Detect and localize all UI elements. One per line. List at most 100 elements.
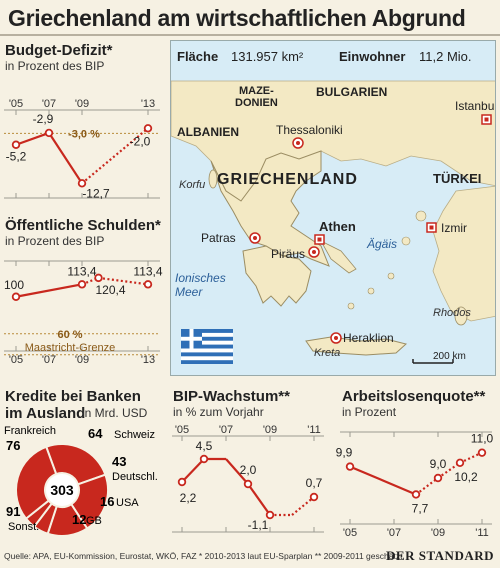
x-tick-label: '07 (387, 527, 401, 539)
data-point (77, 280, 87, 289)
data-label: -12,7 (82, 186, 110, 200)
arbeitslos-subtitle: in Prozent (342, 405, 397, 419)
brand-logo: DER STANDARD (386, 548, 494, 563)
data-point (411, 490, 421, 499)
area-label: Fläche (177, 49, 219, 64)
label-tuerkei: TÜRKEI (433, 171, 482, 186)
x-tick-label: '09 (263, 424, 277, 436)
label-albanien: ALBANIEN (177, 125, 239, 139)
series-segment (15, 283, 83, 298)
donut-hole (46, 474, 78, 506)
slice-value-label: 12 (72, 512, 86, 527)
x-tick-label: '07 (219, 424, 233, 436)
data-label: 0,7 (306, 476, 323, 490)
label-kreta: Kreta (314, 347, 341, 359)
data-point (44, 128, 54, 138)
schulden-chart: '05 '07 '09 '13 60 %Maastricht-Grenze 100 113,… (4, 260, 163, 366)
data-label: -2,0 (130, 134, 151, 148)
series-segment (181, 458, 205, 483)
data-label: -2,9 (33, 112, 54, 126)
data-label: 113,4 (67, 264, 96, 278)
slice-value-label: 43 (112, 454, 126, 469)
data-point (477, 448, 487, 457)
arbeitslos-title: Arbeitslosenquote** (342, 388, 486, 405)
schulden-subtitle: in Prozent des BIP (5, 234, 105, 248)
slice-name-label: USA (116, 497, 139, 509)
slice-value-label: 76 (6, 438, 20, 453)
schulden-title: Öffentliche Schulden* (5, 217, 161, 234)
label-ionisches-meer: Ionisches Meer (175, 271, 226, 299)
series-segment (48, 132, 83, 184)
data-point (177, 477, 187, 487)
series-segment (225, 458, 249, 485)
data-point (433, 473, 443, 483)
data-point (77, 179, 87, 188)
source-footer: Quelle: APA, EU-Kommission, Eurostat, WK… (4, 551, 403, 561)
budget-chart: '05 '07 '09 '13 -3,0 % -5,2 -2,9 -12,7 -2,0 (4, 98, 160, 200)
corfu (208, 169, 218, 189)
slice-name-label: GB (86, 515, 102, 527)
reference-label: 60 % (57, 329, 82, 341)
budget-subtitle: in Prozent des BIP (5, 59, 105, 73)
label-korfu: Korfu (179, 179, 206, 191)
pie-slice (44, 443, 107, 486)
budget-title: Budget-Defizit* (5, 42, 113, 59)
series-segment (415, 477, 439, 496)
data-label: 4,5 (196, 439, 213, 453)
data-point (143, 124, 153, 133)
label-griechenland: GRIECHENLAND (217, 171, 358, 188)
series-segment (81, 127, 149, 185)
data-label: 9,0 (430, 457, 447, 471)
data-label: -5,2 (6, 150, 27, 164)
turkey-land (432, 185, 495, 322)
label-bulgarien: BULGARIEN (316, 85, 388, 99)
series-segment (247, 483, 271, 516)
map-drawing (171, 80, 495, 364)
x-tick-label: '11 (475, 527, 489, 539)
x-tick-label: '07 (42, 354, 56, 366)
data-point (345, 462, 355, 471)
slice-name-label: Schweiz (114, 429, 155, 441)
slice-name-label: Deutschl. (112, 471, 158, 483)
data-label: 2,2 (180, 491, 197, 505)
slice-name-label: Sonst. (8, 521, 39, 533)
label-istanbul: Istanbul (455, 99, 496, 113)
label-izmir: Izmir (441, 221, 467, 235)
data-point (94, 273, 103, 283)
x-tick-label: '05 (9, 354, 23, 366)
label-rhodos: Rhodos (433, 307, 471, 319)
pop-label: Einwohner (339, 49, 406, 64)
label-thessaloniki: Thessaloniki (276, 123, 343, 137)
data-label: 113,4 (133, 264, 162, 278)
data-point (11, 292, 21, 301)
bip-title: BIP-Wachstum** (173, 388, 290, 405)
euboea (320, 240, 357, 274)
data-label: -1,1 (248, 518, 269, 532)
pie-slice (15, 445, 58, 521)
greek-flag-icon (181, 329, 233, 364)
slice-value-label: 16 (100, 494, 114, 509)
arbeitslos-chart: '05 '07 '09 '11 9,9 7,7 9,0 10,2 11,0 (336, 431, 494, 539)
data-point (199, 454, 209, 464)
data-label: 9,9 (336, 446, 353, 460)
x-tick-label: '09 (431, 527, 445, 539)
data-label: 120,4 (95, 283, 125, 297)
data-point (243, 479, 253, 489)
series-segment (291, 496, 315, 516)
x-tick-label: '09 (75, 354, 89, 366)
data-point (265, 510, 275, 520)
x-tick-label: '07 (42, 98, 56, 110)
data-label: 2,0 (240, 463, 257, 477)
reference-label: -3,0 % (68, 128, 100, 140)
reference-name: Maastricht-Grenze (25, 342, 115, 354)
series-segment (98, 276, 149, 286)
label-heraklion: Heraklion (343, 331, 394, 345)
label-scale: 200 km (433, 351, 466, 362)
rhodes (454, 306, 468, 326)
data-point (309, 492, 319, 502)
label-mazedonien: MAZE- DONIEN (235, 85, 278, 109)
series-segment (15, 131, 50, 146)
data-label: 100 (4, 278, 24, 292)
bip-subtitle: in % zum Vorjahr (173, 405, 264, 419)
